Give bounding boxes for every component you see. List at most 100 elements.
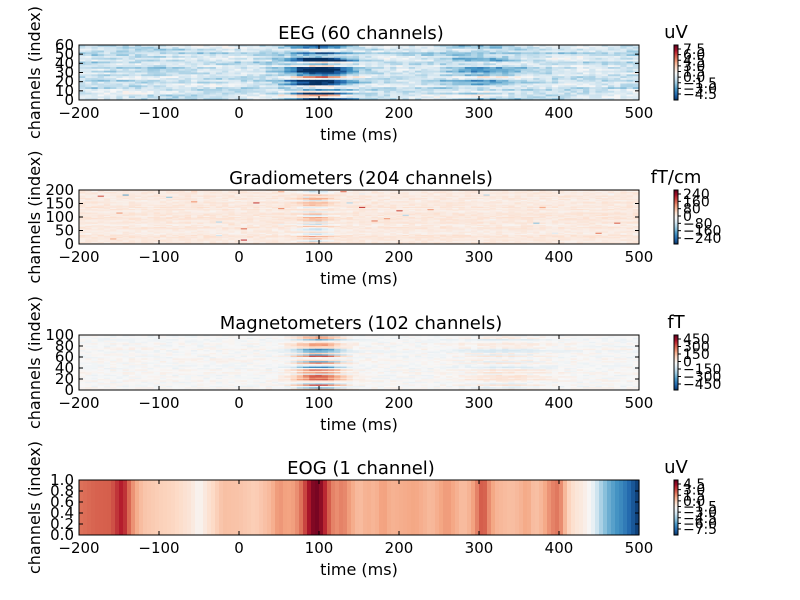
x-tick-label: 500 [625,104,654,122]
y-axis-label: channels (index) [25,296,44,429]
colorbar-unit-label: fT/cm [651,167,702,188]
colorbar-tick-label: 3.0 [683,59,705,75]
y-tick-label: 0.2 [50,515,74,533]
colorbar-tick-label: −7.5 [683,522,717,538]
x-tick-label: 500 [625,394,654,412]
colorbar-tick-label: −3.0 [683,81,717,97]
y-tick-label: 80 [55,337,74,355]
colorbar-tick-label: 0 [683,209,692,225]
x-tick-label: −100 [138,104,179,122]
y-tick-label: 10 [55,82,74,100]
x-tick-label: 100 [305,248,334,266]
colorbar: −4.5−3.0−1.50.01.53.04.56.07.5uV [664,22,717,103]
heatmap-image [79,45,640,101]
colorbar-tick-label: −6.0 [683,516,717,532]
y-tick-label: 60 [55,36,74,54]
x-axis-label: time (ms) [320,125,398,144]
x-tick-label: −200 [58,394,99,412]
x-axis-label: time (ms) [320,269,398,288]
colorbar-tick-label: −1.5 [683,500,717,516]
x-tick-label: 400 [545,539,574,557]
y-tick-label: 0 [64,235,74,253]
colorbar-tick-label: −4.5 [683,511,717,527]
colorbar-tick-label: 6.0 [683,48,705,64]
colorbar-tick-label: 7.5 [683,42,705,58]
y-axis-label: channels (index) [25,441,44,574]
y-tick-label: 20 [55,73,74,91]
colorbar-tick-label: 160 [683,194,710,210]
y-tick-label: 30 [55,64,74,82]
colorbar-tick-label: 0.0 [683,70,705,86]
x-tick-label: 0 [234,248,244,266]
x-tick-label: −100 [138,248,179,266]
chart-title: EEG (60 channels) [278,23,444,44]
y-tick-label: 40 [55,54,74,72]
y-tick-label: 50 [55,222,74,240]
x-tick-label: 0 [234,539,244,557]
y-tick-label: 0.8 [50,482,74,500]
panel-1: −200 −100 0 100 200 300 400 5000102030405060EEG… [25,6,717,144]
y-tick-label: 0 [64,91,74,109]
colorbar-tick-label: 4.5 [683,53,705,69]
x-tick-label: 400 [545,248,574,266]
x-tick-label: 0 [234,104,244,122]
colorbar-tick-label: −450 [683,377,721,393]
x-tick-label: 400 [545,104,574,122]
y-axis-label: channels (index) [25,151,44,284]
y-tick-label: 60 [55,348,74,366]
x-tick-label: 300 [465,539,494,557]
x-tick-label: 500 [625,539,654,557]
x-tick-label: 200 [385,539,414,557]
x-tick-label: 300 [465,394,494,412]
x-axis-label: time (ms) [320,415,398,434]
colorbar-tick-label: 240 [683,187,710,203]
panel-3: −200 −100 0 100 200 300 400 500020406080100Magn… [25,296,721,434]
y-tick-label: 100 [45,326,74,344]
y-tick-label: 100 [45,208,74,226]
y-tick-label: 0 [64,381,74,399]
colorbar-tick-label: 80 [683,202,701,218]
y-tick-label: 50 [55,45,74,63]
x-tick-label: −200 [58,539,99,557]
x-tick-label: 300 [465,248,494,266]
chart-title: Magnetometers (102 channels) [220,313,503,334]
y-tick-label: 40 [55,359,74,377]
colorbar-tick-label: 450 [683,332,710,348]
colorbar-tick-label: −1.5 [683,76,717,92]
x-tick-label: 300 [465,104,494,122]
y-tick-label: 0.6 [50,493,74,511]
chart-title: EOG (1 channel) [287,458,435,479]
colorbar-tick-label: 1.5 [683,65,705,81]
x-tick-label: −100 [138,394,179,412]
x-tick-label: 100 [305,394,334,412]
x-tick-label: 100 [305,539,334,557]
colorbar-tick-label: 300 [683,340,710,356]
panel-2: −200 −100 0 100 200 300 400 500050100150200Grad… [25,151,721,289]
colorbar-unit-label: fT [667,312,685,333]
x-tick-label: 400 [545,394,574,412]
heatmap-image [79,335,640,391]
y-tick-label: 200 [45,181,74,199]
chart-title: Gradiometers (204 channels) [229,168,493,189]
y-tick-label: 150 [45,195,74,213]
panel-4: −200 −100 0 100 200 300 400 5000.00.20.40.60.81… [25,441,717,579]
colorbar-tick-label: −150 [683,362,721,378]
y-tick-label: 1.0 [50,471,74,489]
colorbar-tick-label: 4.5 [683,477,705,493]
y-tick-label: 0.0 [50,526,74,544]
x-tick-label: −100 [138,539,179,557]
x-tick-label: 500 [625,248,654,266]
x-tick-label: 200 [385,248,414,266]
colorbar-tick-label: 0.0 [683,494,705,510]
x-tick-label: −200 [58,248,99,266]
axes-frame [78,479,640,536]
x-tick-label: 200 [385,394,414,412]
colorbar-tick-label: 1.5 [683,488,705,504]
colorbar-tick-label: −4.5 [683,87,717,103]
x-tick-label: −200 [58,104,99,122]
colorbar-tick-label: −240 [683,231,721,247]
heatmap-image [79,480,640,535]
axes-frame [78,334,640,391]
